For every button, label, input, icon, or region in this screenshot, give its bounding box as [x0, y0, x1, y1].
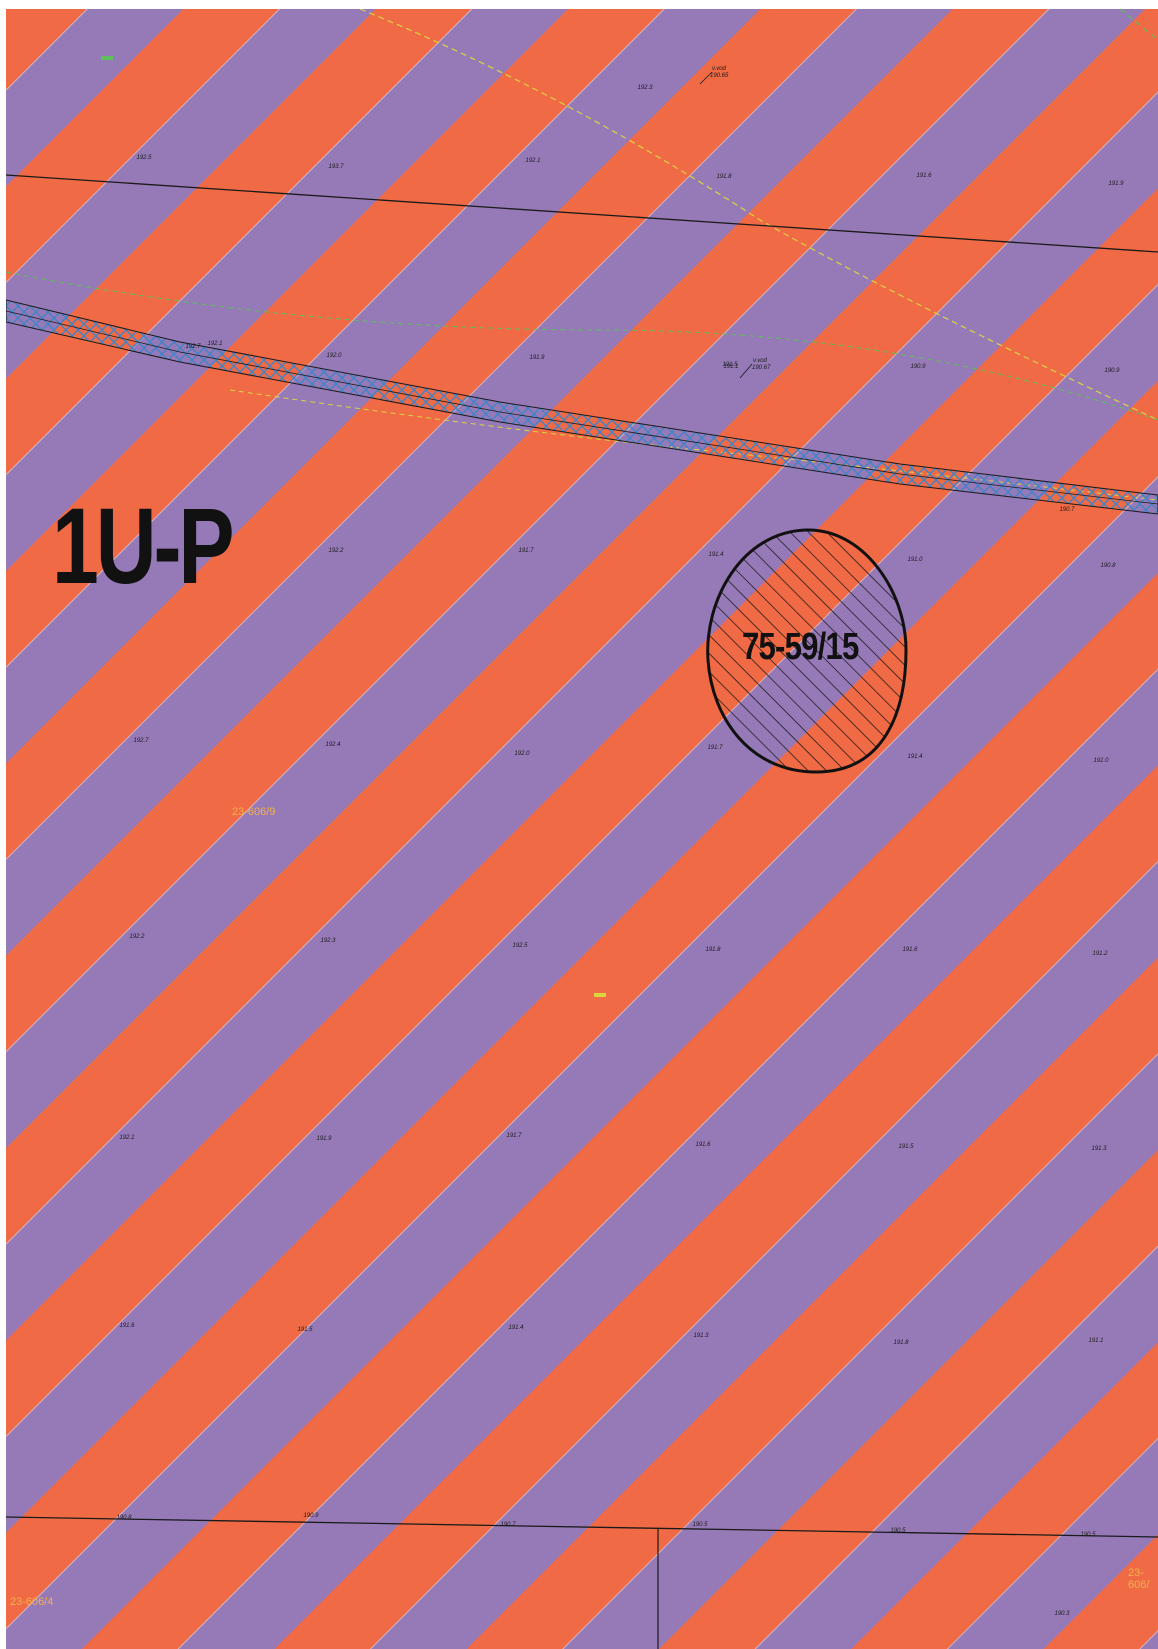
elevation-label: 190.7	[500, 1522, 516, 1528]
elevation-label: 191.4	[708, 552, 724, 558]
elevation-label: 190.9	[1104, 368, 1120, 374]
parcel-boundary-line	[6, 1516, 1158, 1538]
elevation-label: 192.0	[326, 353, 342, 359]
elevation-label: 191.4	[508, 1325, 524, 1331]
parcel-number-bottom-left: 23-606/4	[10, 1596, 54, 1608]
elevation-label: 191.0	[1093, 758, 1109, 764]
elevation-label: 190.3	[1054, 1611, 1070, 1617]
elevation-label: 192.5	[512, 943, 528, 949]
elevation-label: 192.1	[525, 158, 541, 164]
utility-corridor	[6, 299, 1158, 515]
dashed-line-green	[6, 271, 1158, 421]
survey-marker	[594, 993, 606, 997]
elevation-label: 191.7	[707, 745, 723, 751]
elevation-label: 191.9	[316, 1136, 332, 1142]
point-label-title: v.vod	[753, 358, 767, 364]
parcel-number-center: 23-606/9	[232, 806, 276, 818]
elevation-label: 190.5	[1080, 1532, 1096, 1538]
point-label-value: 190.65	[710, 73, 729, 79]
elevation-label: 191.6	[119, 1323, 135, 1329]
elevation-label: 190.8	[1100, 563, 1116, 569]
elevation-label: 190.7	[1059, 507, 1075, 513]
point-label-value: 190.67	[752, 365, 771, 371]
elevation-label: 191.6	[695, 1142, 711, 1148]
elevation-label: 191.3	[1091, 1146, 1107, 1152]
elevation-label: 192.7	[185, 344, 201, 350]
leader-line	[699, 71, 713, 85]
leader-line	[739, 363, 753, 379]
elevation-label: 191.6	[916, 173, 932, 179]
elevation-label: 191.8	[705, 947, 721, 953]
zone-label: 1U-P	[52, 485, 235, 606]
parcel-boundary-line	[6, 174, 1158, 253]
plot-hatch	[707, 529, 906, 772]
elevation-label: 191.0	[907, 557, 923, 563]
elevation-label: 191.1	[723, 364, 739, 370]
elevation-label: 191.7	[518, 548, 534, 554]
survey-marker	[101, 56, 113, 60]
elevation-label: 190.9	[303, 1513, 319, 1519]
elevation-label: 191.5	[898, 1144, 914, 1150]
elevation-label: 191.7	[506, 1133, 522, 1139]
elevation-label: 191.9	[1108, 181, 1124, 187]
elevation-label: 192.1	[207, 341, 223, 347]
elevation-label: 190.9	[910, 364, 926, 370]
elevation-label: 190.5	[890, 1528, 906, 1534]
elevation-label: 192.2	[129, 934, 145, 940]
elevation-label: 192.1	[119, 1135, 135, 1141]
elevation-label: 193.7	[328, 164, 344, 170]
elevation-label: 191.4	[907, 754, 923, 760]
elevation-label: 191.9	[529, 355, 545, 361]
corridor-centerline	[6, 310, 1158, 505]
plot-id-label: 75-59/15	[742, 626, 859, 668]
elevation-label: 191.3	[693, 1333, 709, 1339]
elevation-label: 192.3	[637, 85, 653, 91]
elevation-label: 191.6	[902, 947, 918, 953]
elevation-label: 192.0	[514, 751, 530, 757]
elevation-label: 192.5	[136, 155, 152, 161]
point-label-title: v.vod	[712, 66, 726, 72]
elevation-label: 190.8	[116, 1515, 132, 1521]
elevation-label: 191.2	[1092, 951, 1108, 957]
elevation-label: 192.4	[325, 742, 341, 748]
elevation-label: 192.2	[328, 548, 344, 554]
elevation-label: 190.5	[692, 1522, 708, 1528]
plot-outline	[706, 528, 908, 774]
elevation-label: 192.7	[133, 738, 149, 744]
dashed-line-green	[1119, 9, 1158, 41]
dashed-line-yellow	[359, 9, 1158, 421]
parcel-number-bottom-right: 23-606/	[1128, 1567, 1150, 1591]
elevation-label: 191.5	[722, 362, 738, 368]
elevation-label: 191.5	[297, 1327, 313, 1333]
elevation-label: 191.8	[716, 174, 732, 180]
elevation-label: 191.8	[893, 1340, 909, 1346]
elevation-label: 192.3	[320, 938, 336, 944]
elevation-label: 191.1	[1088, 1338, 1104, 1344]
